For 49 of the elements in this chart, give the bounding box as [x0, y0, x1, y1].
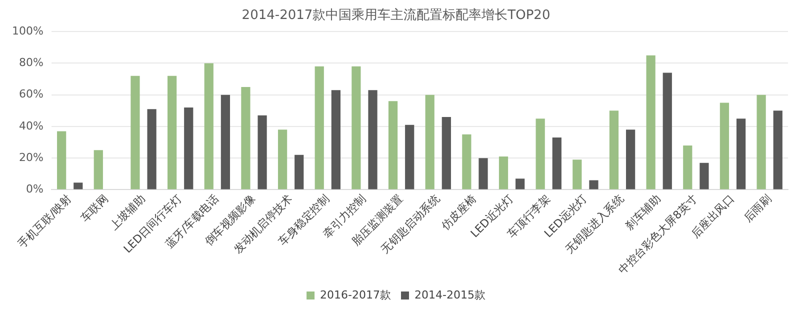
- bar: [720, 102, 730, 190]
- bar: [646, 55, 656, 190]
- bar: [516, 178, 525, 190]
- bar: [462, 134, 472, 190]
- bar: [94, 150, 103, 190]
- bar: [314, 66, 324, 190]
- bar: [352, 66, 361, 190]
- bar: [442, 116, 451, 190]
- y-tick-label: 100%: [12, 24, 44, 38]
- bar: [609, 110, 619, 190]
- bar: [700, 162, 709, 190]
- y-tick-label: 60%: [18, 88, 44, 101]
- bar: [294, 154, 304, 190]
- y-tick-label: 80%: [18, 56, 44, 70]
- bar: [57, 131, 66, 190]
- bar: [626, 130, 636, 190]
- bar: [405, 124, 414, 190]
- bar: [536, 118, 545, 190]
- bar: [258, 115, 267, 190]
- bar: [241, 86, 250, 190]
- bar: [184, 107, 194, 190]
- bar: [147, 109, 156, 190]
- bar: [331, 90, 340, 190]
- bar: [736, 118, 746, 190]
- bar: [130, 76, 140, 190]
- bar: [662, 72, 672, 190]
- bar: [478, 158, 488, 190]
- bar: [368, 90, 378, 190]
- x-tick-label: 车联网: [78, 192, 111, 225]
- bar: [388, 101, 398, 190]
- y-tick-label: 40%: [18, 119, 44, 132]
- legend-label: 2014-2015款: [414, 288, 486, 302]
- bar: [552, 138, 562, 190]
- bar: [683, 145, 692, 190]
- chart-title: 2014-2017款中国乘用车主流配置标配率增长TOP20: [242, 7, 550, 24]
- bar: [756, 94, 766, 190]
- bar: [74, 182, 83, 190]
- x-tick-label: 后雨刷: [741, 192, 774, 225]
- bar: [204, 63, 214, 190]
- y-tick-label: 20%: [18, 150, 44, 164]
- bar: [773, 110, 782, 190]
- bar: [589, 180, 598, 190]
- legend-label: 2016-2017款: [320, 288, 392, 302]
- bar: [498, 156, 508, 190]
- bar: [425, 94, 434, 190]
- bar: [278, 130, 288, 190]
- bar: [220, 94, 230, 190]
- bar: [168, 76, 177, 190]
- bar: [572, 160, 582, 190]
